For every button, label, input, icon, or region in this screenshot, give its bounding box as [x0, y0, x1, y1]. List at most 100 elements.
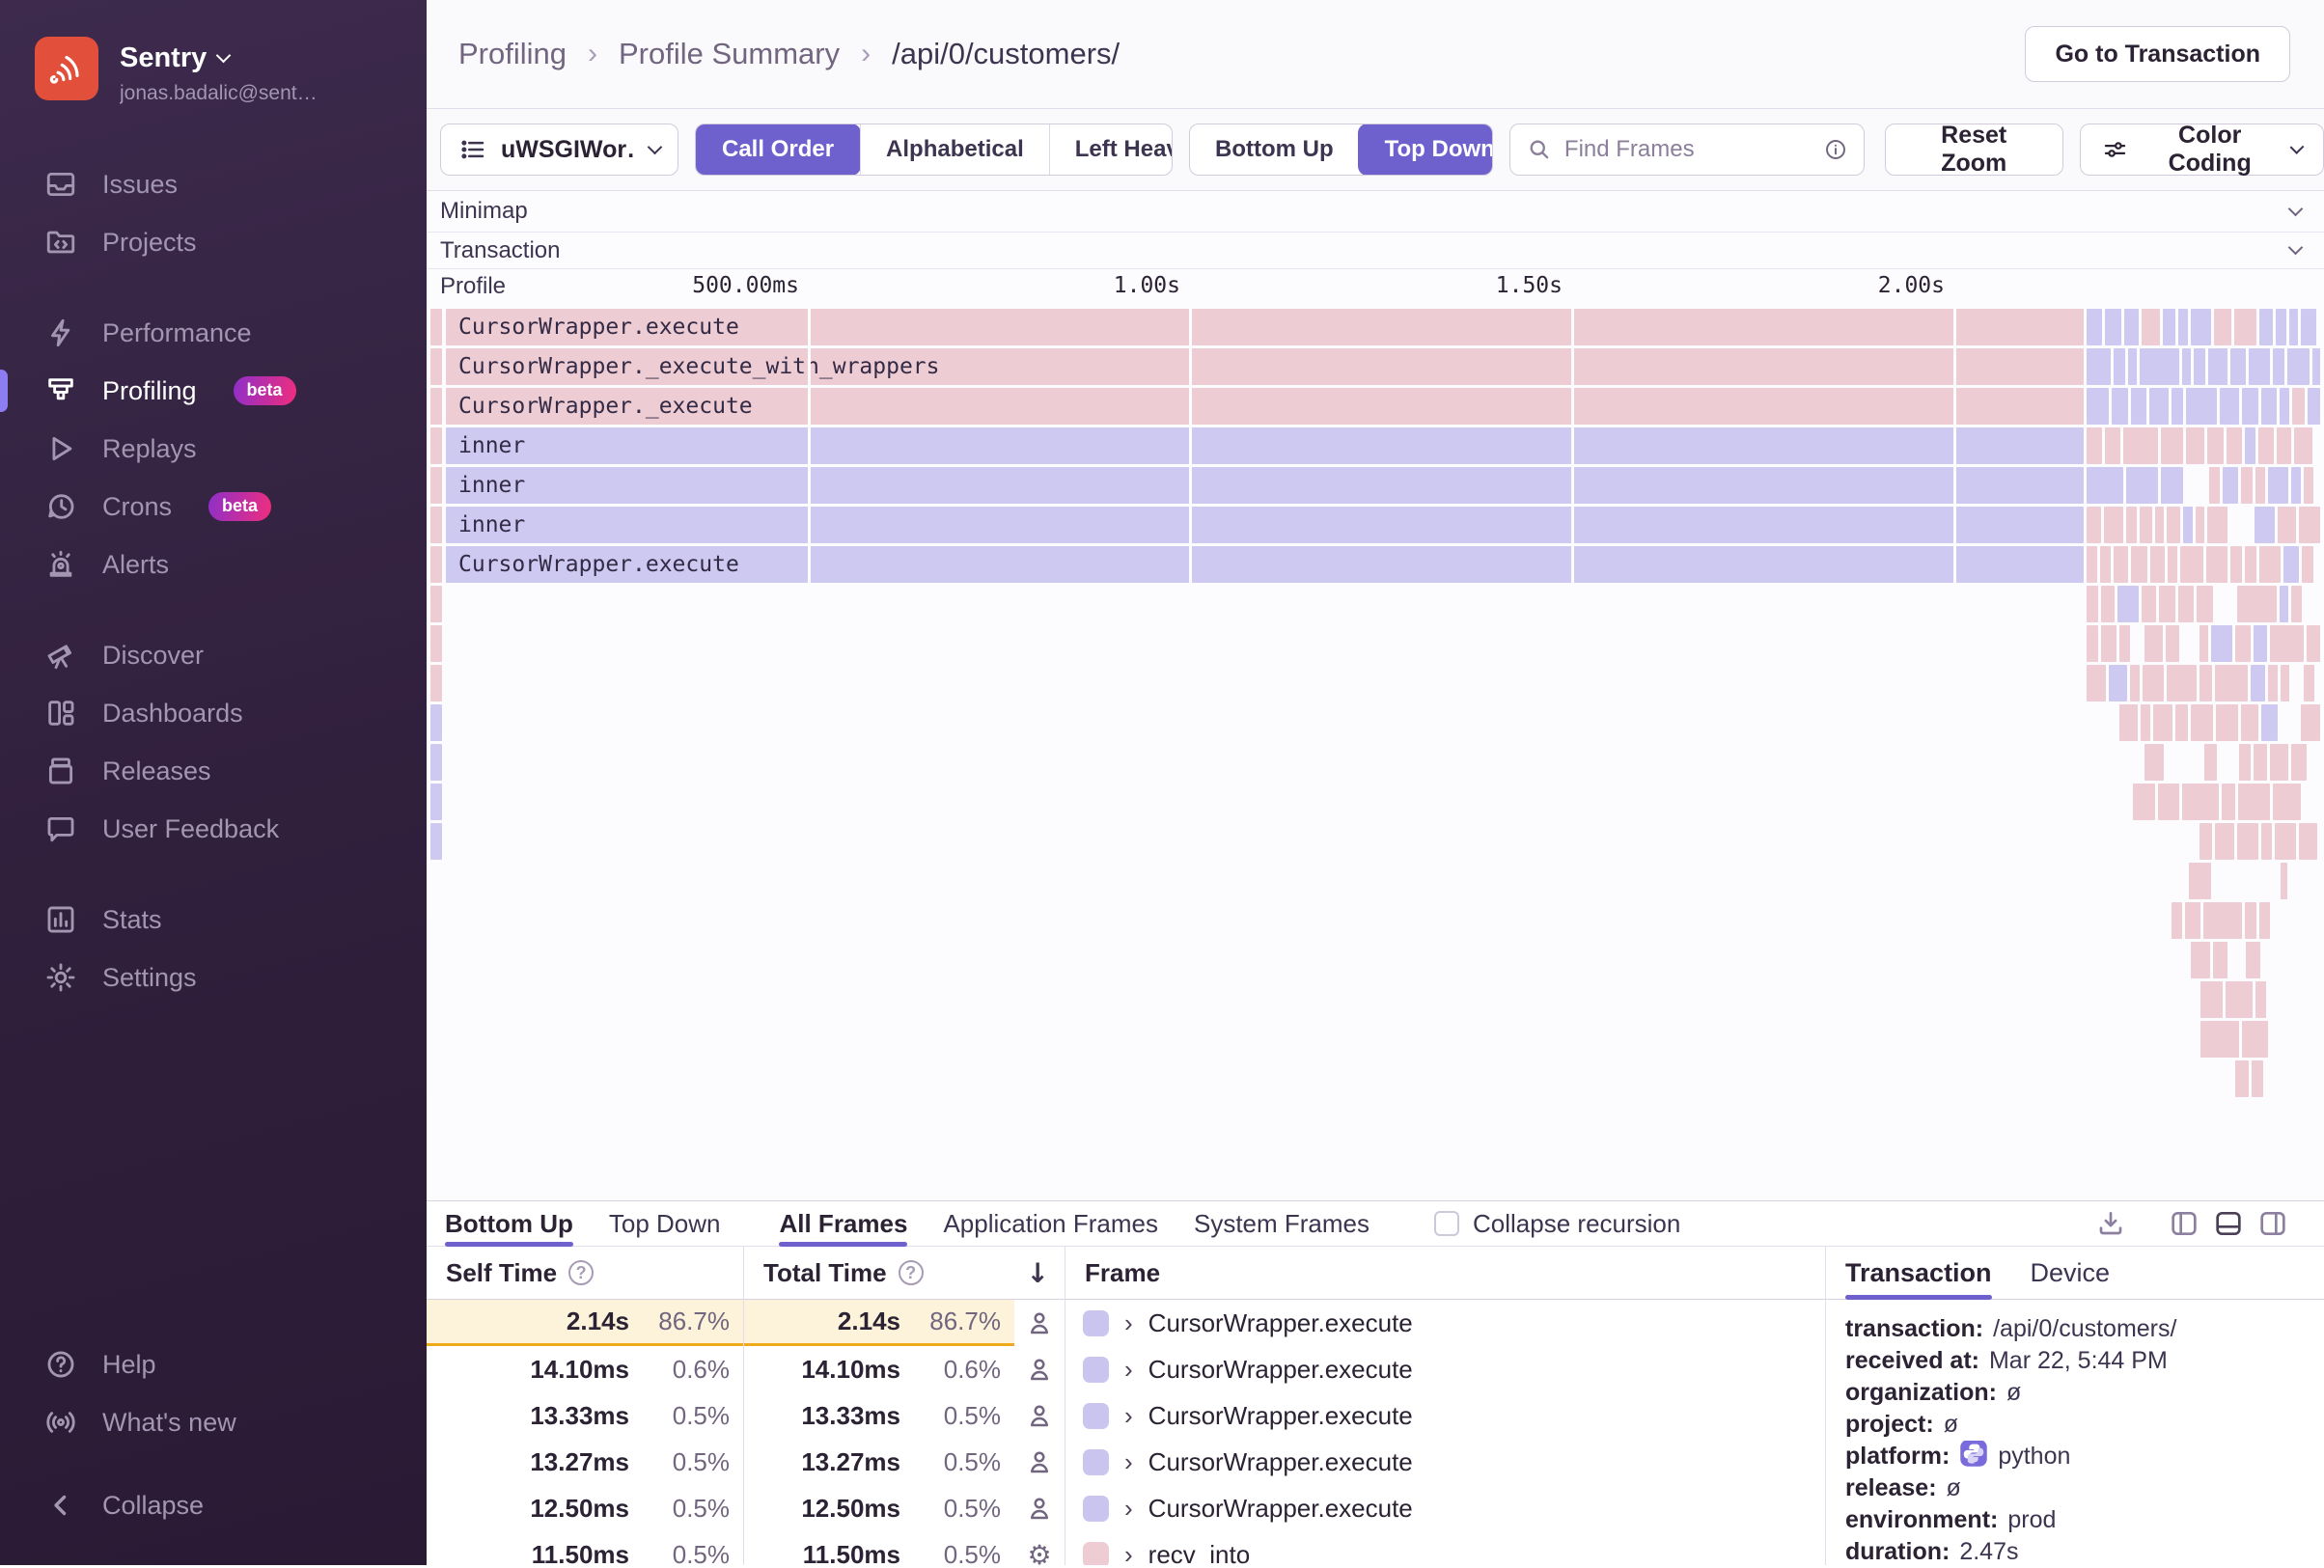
flame-frame[interactable] [2213, 942, 2227, 978]
flame-frame[interactable] [2178, 586, 2194, 622]
flame-frame[interactable] [2186, 388, 2217, 425]
tab-all-frames[interactable]: All Frames [779, 1201, 907, 1247]
person-icon[interactable] [1014, 1401, 1065, 1430]
flame-frame[interactable] [2087, 625, 2098, 662]
flame-frame[interactable] [2294, 427, 2312, 464]
flame-frame[interactable] [2150, 546, 2165, 583]
minimap-section[interactable]: Minimap [427, 191, 2324, 233]
flame-frame[interactable] [2304, 467, 2313, 504]
flame-frame[interactable] [2304, 665, 2314, 701]
flame-frame[interactable] [430, 704, 442, 741]
chevron-right-icon[interactable]: › [1124, 1354, 1133, 1384]
flame-frame[interactable] [2259, 546, 2281, 583]
flame-frame[interactable] [430, 784, 442, 820]
flame-frame[interactable] [2207, 507, 2227, 543]
flame-frame[interactable] [2208, 348, 2227, 385]
flame-frame[interactable] [2249, 348, 2270, 385]
flame-frame[interactable] [2245, 546, 2256, 583]
flame-frame[interactable] [2142, 586, 2156, 622]
flame-frame[interactable] [2281, 665, 2289, 701]
frame-row[interactable]: › CursorWrapper.execute [1065, 1485, 1825, 1531]
person-icon[interactable] [1014, 1447, 1065, 1476]
flame-frame[interactable] [2087, 309, 2102, 345]
flamegraph-canvas[interactable]: CursorWrapper.execute CursorWrapper._exec… [427, 303, 2324, 1200]
frame-row[interactable]: › CursorWrapper.execute [1065, 1392, 1825, 1439]
flame-frame[interactable] [2307, 625, 2320, 662]
org-switcher[interactable]: Sentry jonas.badalic@sent… [0, 0, 427, 105]
flame-frame[interactable] [2258, 427, 2274, 464]
flame-frame[interactable] [2273, 348, 2284, 385]
flame-frame[interactable] [2259, 902, 2270, 939]
total-time-cell[interactable]: 2.14s 86.7% [744, 1300, 1065, 1346]
flame-frame[interactable] [2245, 427, 2255, 464]
flame-frame[interactable] [2301, 309, 2316, 345]
chevron-down-icon[interactable] [2287, 201, 2304, 216]
flame-frame[interactable] [2109, 665, 2127, 701]
flame-frame[interactable] [2191, 942, 2210, 978]
transaction-section[interactable]: Transaction [427, 233, 2324, 269]
sidebar-item-crons[interactable]: Crons beta [0, 478, 427, 536]
sort-alphabetical-button[interactable]: Alphabetical [860, 124, 1049, 175]
color-coding-dropdown[interactable]: Color Coding [2079, 122, 2324, 177]
sidebar-item-profiling[interactable]: Profiling beta [0, 362, 427, 420]
self-time-cell[interactable]: 13.27ms 0.5% [530, 1446, 730, 1476]
flame-frame[interactable] [2186, 427, 2204, 464]
flame-frame[interactable] [2238, 784, 2270, 820]
flame-frame[interactable] [2246, 942, 2260, 978]
flame-frame[interactable] [2270, 744, 2288, 781]
flame-frame[interactable] [2200, 1021, 2239, 1058]
flame-frame[interactable] [2114, 348, 2125, 385]
flame-frame[interactable] [2163, 309, 2175, 345]
sort-left-heavy-button[interactable]: Left Heavy [1048, 124, 1172, 175]
tab-device[interactable]: Device [2030, 1257, 2111, 1287]
self-time-cell[interactable]: 11.50ms 0.5% [531, 1539, 730, 1566]
flame-frame[interactable] [430, 427, 442, 464]
flame-frame[interactable] [2087, 348, 2111, 385]
tab-transaction[interactable]: Transaction [1845, 1247, 1992, 1300]
flame-frame[interactable] [2278, 507, 2296, 543]
flame-frame[interactable] [2214, 309, 2231, 345]
flame-frame[interactable] [2168, 546, 2177, 583]
flame-frame[interactable] [2183, 507, 2193, 543]
flame-frame[interactable] [2124, 309, 2139, 345]
total-time-cell[interactable]: 13.27ms 0.5% [744, 1439, 1065, 1485]
flame-frame[interactable] [2200, 981, 2223, 1018]
total-time-cell[interactable]: 12.50ms 0.5% [744, 1485, 1065, 1531]
flame-frame[interactable] [2280, 388, 2289, 425]
person-icon[interactable] [1014, 1308, 1065, 1337]
flame-frame[interactable]: inner [446, 427, 2084, 464]
flame-frame[interactable]: inner [446, 467, 2084, 504]
self-time-cell[interactable]: 12.50ms 0.5% [530, 1493, 730, 1523]
flame-frame[interactable] [2289, 309, 2298, 345]
flame-frame[interactable] [2234, 309, 2256, 345]
flame-frame[interactable] [2255, 981, 2266, 1018]
chevron-right-icon[interactable]: › [1124, 1493, 1133, 1523]
flame-frame[interactable] [2227, 427, 2242, 464]
flame-frame[interactable] [2142, 309, 2160, 345]
breadcrumb-profile-summary[interactable]: Profile Summary [619, 37, 841, 70]
total-time-cell[interactable]: 11.50ms 0.5% ⚙ [744, 1531, 1065, 1566]
chevron-right-icon[interactable]: › [1124, 1539, 1133, 1566]
flame-frame[interactable] [2252, 1060, 2263, 1097]
sort-call-order-button[interactable]: Call Order [696, 124, 862, 175]
flame-frame[interactable] [2087, 507, 2101, 543]
flame-frame[interactable] [2281, 863, 2287, 899]
flame-frame[interactable]: inner [446, 507, 2084, 543]
flame-frame[interactable] [2194, 348, 2205, 385]
flame-frame[interactable] [2140, 507, 2152, 543]
flame-frame[interactable] [2242, 388, 2258, 425]
flame-frame[interactable] [2087, 467, 2123, 504]
flame-frame[interactable] [2196, 507, 2204, 543]
flame-frame[interactable] [430, 625, 442, 662]
search-input[interactable] [1563, 136, 1812, 163]
flame-frame[interactable] [2144, 625, 2163, 662]
chevron-down-icon[interactable] [2287, 239, 2304, 256]
question-circle-icon[interactable]: ? [898, 1260, 924, 1285]
flame-frame[interactable] [2200, 823, 2212, 860]
frame-row[interactable]: › CursorWrapper.execute [1065, 1346, 1825, 1392]
person-icon[interactable] [1014, 1355, 1065, 1384]
flame-frame[interactable] [2189, 863, 2211, 899]
flame-frame[interactable] [2261, 823, 2272, 860]
flame-frame[interactable] [2299, 507, 2320, 543]
flame-frame[interactable] [2206, 546, 2227, 583]
